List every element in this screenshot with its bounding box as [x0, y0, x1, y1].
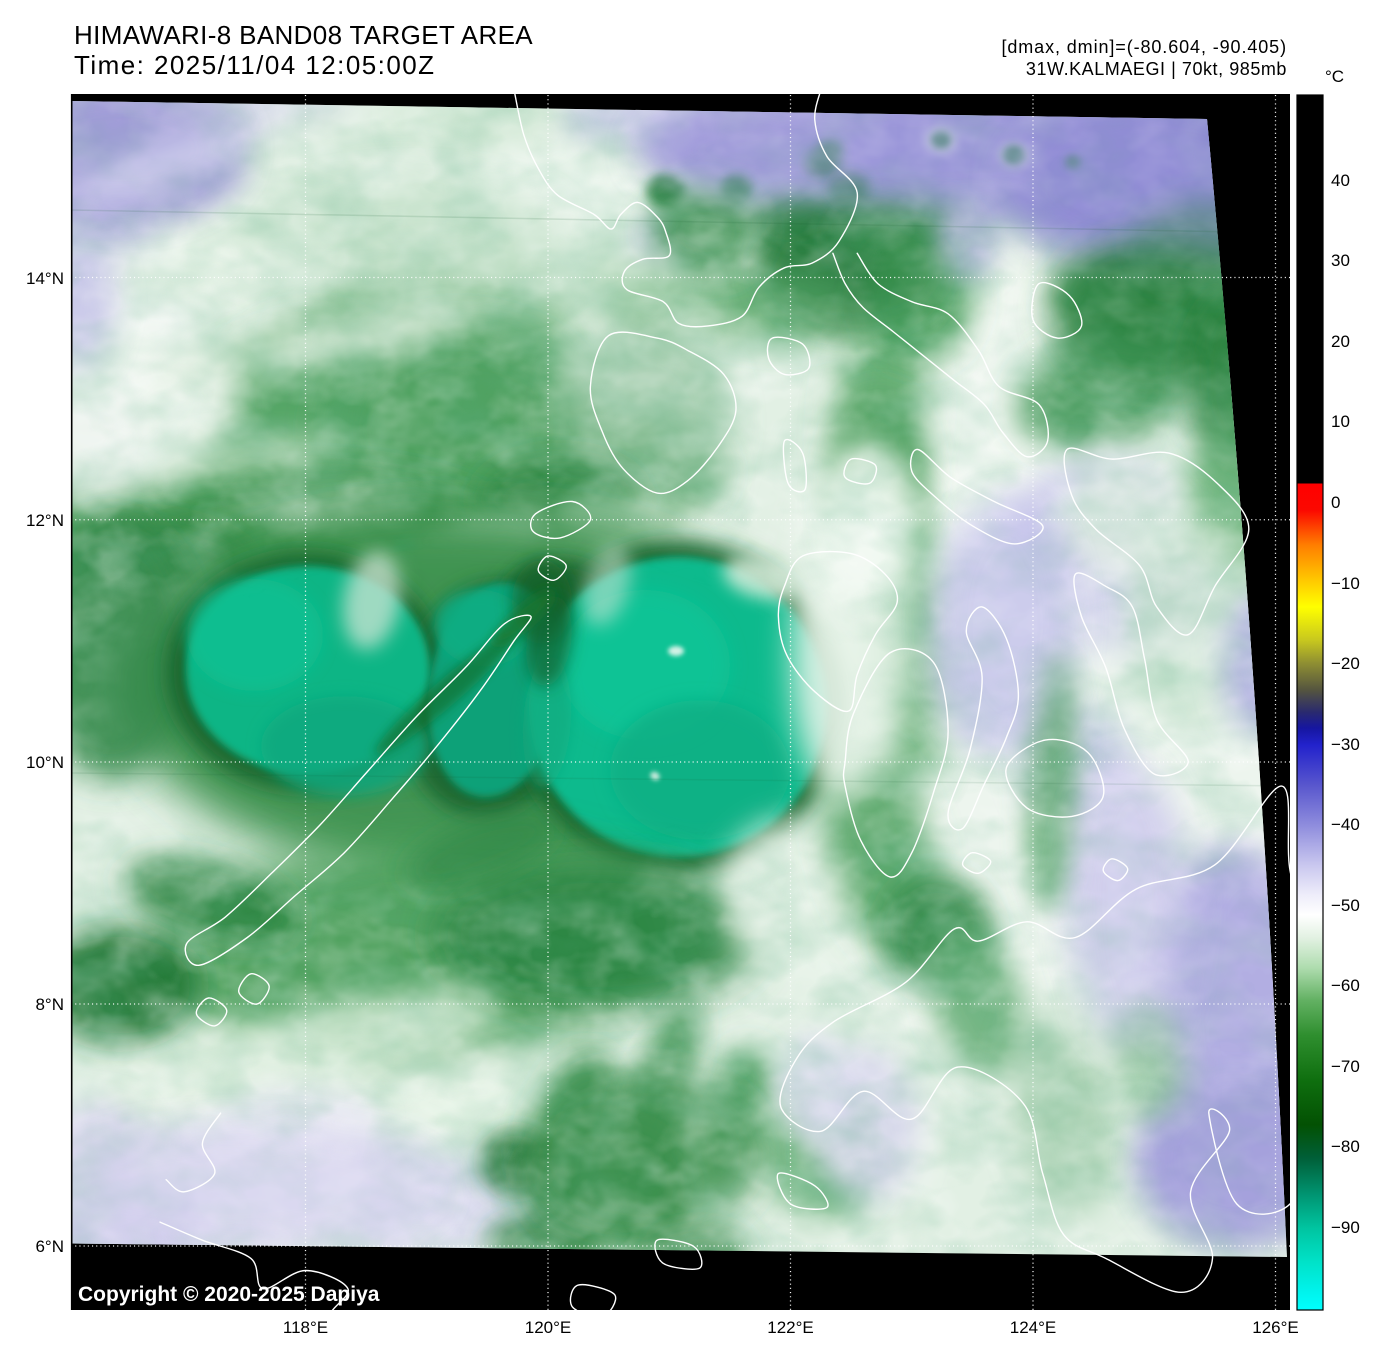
svg-text:8°N: 8°N: [35, 995, 64, 1014]
svg-text:126°E: 126°E: [1252, 1318, 1299, 1337]
svg-text:14°N: 14°N: [26, 269, 64, 288]
svg-text:−70: −70: [1331, 1057, 1360, 1076]
svg-text:31W.KALMAEGI | 70kt, 985mb: 31W.KALMAEGI | 70kt, 985mb: [1026, 59, 1287, 79]
svg-text:HIMAWARI-8 BAND08 TARGET AREA: HIMAWARI-8 BAND08 TARGET AREA: [74, 20, 533, 50]
svg-text:−90: −90: [1331, 1218, 1360, 1237]
svg-text:12°N: 12°N: [26, 511, 64, 530]
svg-text:−20: −20: [1331, 654, 1360, 673]
svg-text:124°E: 124°E: [1010, 1318, 1057, 1337]
svg-text:−30: −30: [1331, 735, 1360, 754]
svg-text:Copyright © 2020-2025 Dapiya: Copyright © 2020-2025 Dapiya: [78, 1283, 380, 1306]
svg-text:118°E: 118°E: [283, 1318, 328, 1337]
svg-text:10: 10: [1331, 412, 1350, 431]
svg-text:30: 30: [1331, 251, 1350, 270]
svg-text:Time: 2025/11/04 12:05:00Z: Time: 2025/11/04 12:05:00Z: [74, 50, 435, 80]
svg-text:−50: −50: [1331, 896, 1360, 915]
svg-text:6°N: 6°N: [35, 1237, 64, 1256]
svg-text:122°E: 122°E: [767, 1318, 814, 1337]
svg-text:10°N: 10°N: [26, 753, 64, 772]
svg-text:−60: −60: [1331, 976, 1360, 995]
svg-text:120°E: 120°E: [525, 1318, 572, 1337]
svg-text:[dmax, dmin]=(-80.604, -90.405: [dmax, dmin]=(-80.604, -90.405): [1001, 37, 1287, 57]
svg-text:−40: −40: [1331, 815, 1360, 834]
svg-text:0: 0: [1331, 493, 1340, 512]
svg-text:−10: −10: [1331, 574, 1360, 593]
svg-text:20: 20: [1331, 332, 1350, 351]
svg-text:−80: −80: [1331, 1137, 1360, 1156]
svg-text:40: 40: [1331, 171, 1350, 190]
svg-text:°C: °C: [1325, 67, 1344, 86]
